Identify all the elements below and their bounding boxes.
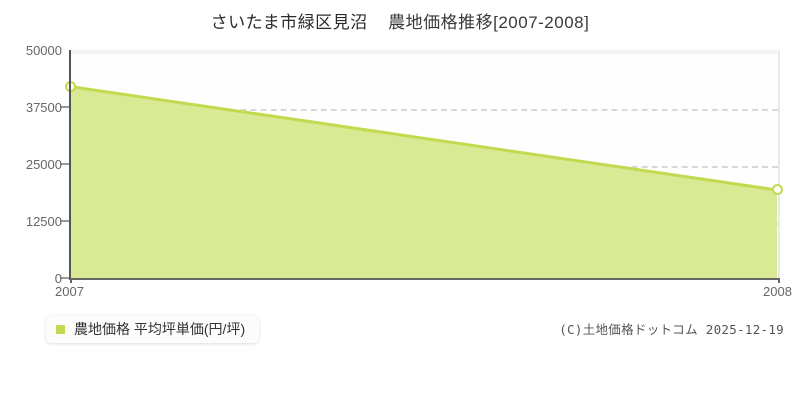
- y-tick-37500: [60, 106, 69, 108]
- series-line: [70, 85, 778, 192]
- copyright-credit: (C)土地価格ドットコム 2025-12-19: [559, 322, 784, 337]
- legend-item-label: 農地価格 平均坪単価(円/坪): [74, 321, 246, 337]
- chart-legend[interactable]: 農地価格 平均坪単価(円/坪): [46, 315, 260, 343]
- series-area-fill: [70, 86, 777, 278]
- y-tick-25000: [60, 163, 69, 165]
- x-axis-label-2007: 2007: [55, 284, 84, 299]
- legend-swatch-icon: [56, 324, 65, 334]
- chart-title: さいたま市緑区見沼 農地価格推移[2007-2008]: [0, 8, 800, 33]
- y-axis-label-0: 0: [54, 271, 62, 286]
- y-axis-label-37500: 37500: [25, 100, 62, 115]
- x-axis-line: [70, 278, 780, 280]
- data-point-2008[interactable]: [771, 184, 783, 196]
- y-axis-label-12500: 12500: [25, 214, 62, 229]
- series-agricultural-land-price: [70, 85, 778, 278]
- y-axis-label-25000: 25000: [25, 157, 62, 172]
- x-axis-label-2008: 2008: [763, 284, 792, 299]
- y-axis-label-50000: 50000: [25, 43, 62, 58]
- y-tick-0: [60, 277, 69, 279]
- gridline-37500: [70, 109, 778, 111]
- x-tick-2008: [778, 278, 780, 283]
- chart-title-place: さいたま市緑区見沼: [210, 13, 368, 32]
- x-tick-2007: [70, 278, 72, 283]
- chart-title-metric: 農地価格推移[2007-2008]: [388, 13, 590, 32]
- y-axis-line: [69, 50, 71, 280]
- y-tick-12500: [60, 220, 69, 222]
- gridline-50000: [70, 52, 778, 54]
